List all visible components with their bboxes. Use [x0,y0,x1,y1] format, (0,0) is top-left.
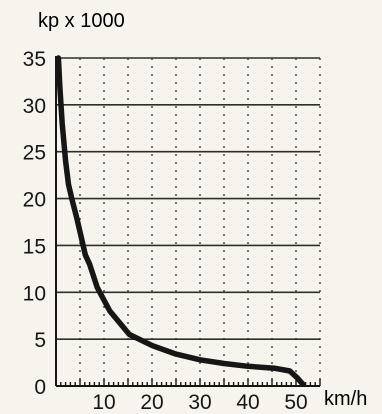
y-tick-label: 0 [34,376,46,399]
grid [56,57,321,386]
y-tick-label: 15 [23,235,46,258]
y-tick-label: 25 [23,142,46,165]
tick-labels: 0 5 10 15 20 25 30 35 10 20 30 40 50 [23,48,308,414]
x-tick-label: 30 [188,391,211,414]
x-tick-label: 20 [140,391,163,414]
series-line [55,55,306,387]
series-layer [55,55,306,387]
axes [55,56,321,387]
x-axis-label: km/h [324,388,367,410]
y-tick-label: 35 [23,48,46,71]
y-tick-label: 30 [23,95,46,118]
y-tick-label: 20 [23,189,46,212]
y-axis-label: kp x 1000 [38,10,125,32]
y-tick-label: 5 [34,329,46,352]
x-tick-label: 10 [92,391,115,414]
x-tick-label: 40 [236,391,259,414]
y-tick-label: 10 [23,282,46,305]
x-tick-label: 50 [284,391,307,414]
